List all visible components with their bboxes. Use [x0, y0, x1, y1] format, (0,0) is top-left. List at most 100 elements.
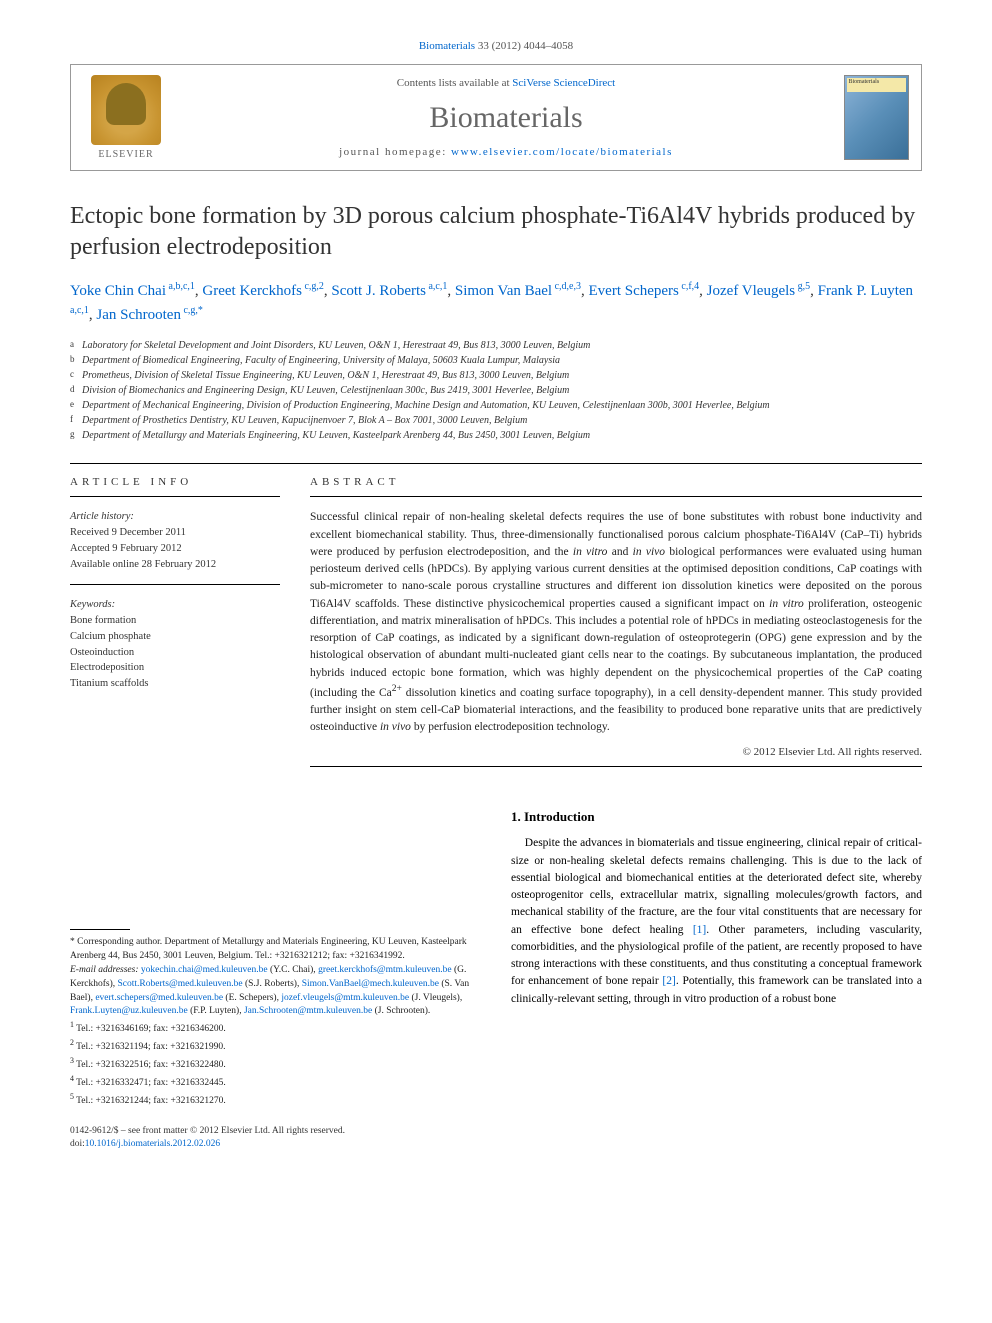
sciencedirect-link[interactable]: SciVerse ScienceDirect — [512, 77, 615, 89]
abstract-column: ABSTRACT Successful clinical repair of n… — [310, 476, 922, 779]
keyword: Bone formation — [70, 613, 280, 629]
email-link[interactable]: yokechin.chai@med.kuleuven.be — [141, 965, 268, 975]
author-affil-sup: c,g,* — [181, 305, 203, 316]
affiliation-sup: e — [70, 398, 78, 413]
author-affil-sup: g,5 — [795, 281, 810, 292]
top-citation: Biomaterials 33 (2012) 4044–4058 — [70, 40, 922, 52]
journal-cover-thumbnail[interactable]: Biomaterials — [844, 75, 909, 160]
affiliation-text: Division of Biomechanics and Engineering… — [82, 383, 569, 398]
keyword: Osteoinduction — [70, 645, 280, 661]
body-two-column: * Corresponding author. Department of Me… — [70, 809, 922, 1151]
introduction-text: Despite the advances in biomaterials and… — [511, 835, 922, 1008]
abstract-head: ABSTRACT — [310, 476, 922, 488]
article-info-column: ARTICLE INFO Article history: Received 9… — [70, 476, 280, 779]
divider — [70, 496, 280, 497]
affiliation-sup: d — [70, 383, 78, 398]
divider — [310, 766, 922, 767]
citation-rest: 33 (2012) 4044–4058 — [475, 40, 573, 52]
affiliation-text: Department of Metallurgy and Materials E… — [82, 428, 590, 443]
author-link[interactable]: Greet Kerckhofs — [202, 283, 302, 299]
tel-footnote: 1 Tel.: +3216346169; fax: +3216346200. — [70, 1019, 481, 1037]
keyword: Titanium scaffolds — [70, 676, 280, 692]
accepted-date: Accepted 9 February 2012 — [70, 541, 280, 557]
author-link[interactable]: Simon Van Bael — [455, 283, 552, 299]
homepage-line: journal homepage: www.elsevier.com/locat… — [191, 146, 821, 158]
email-link[interactable]: greet.kerckhofs@mtm.kuleuven.be — [318, 965, 452, 975]
contents-prefix: Contents lists available at — [397, 77, 512, 89]
author-affil-sup: c,f,4 — [679, 281, 699, 292]
affiliation-text: Department of Prosthetics Dentistry, KU … — [82, 413, 527, 428]
tel-footnote: 2 Tel.: +3216321194; fax: +3216321990. — [70, 1037, 481, 1055]
affiliation-row: bDepartment of Biomedical Engineering, F… — [70, 353, 922, 368]
homepage-prefix: journal homepage: — [339, 146, 451, 158]
divider — [310, 496, 922, 497]
affiliation-text: Prometheus, Division of Skeletal Tissue … — [82, 368, 569, 383]
email-link[interactable]: evert.schepers@med.kuleuven.be — [95, 993, 223, 1003]
abstract-copyright: © 2012 Elsevier Ltd. All rights reserved… — [310, 746, 922, 758]
affiliation-sup: g — [70, 428, 78, 443]
authors-list: Yoke Chin Chai a,b,c,1, Greet Kerckhofs … — [70, 279, 922, 326]
author-link[interactable]: Scott J. Roberts — [331, 283, 426, 299]
author-link[interactable]: Frank P. Luyten — [818, 283, 913, 299]
keyword: Calcium phosphate — [70, 629, 280, 645]
cover-label: Biomaterials — [849, 79, 880, 85]
abstract-text: Successful clinical repair of non-healin… — [310, 509, 922, 736]
ref-link[interactable]: [1] — [693, 924, 706, 936]
online-date: Available online 28 February 2012 — [70, 557, 280, 573]
author-affil-sup: c,d,e,3 — [552, 281, 581, 292]
affiliation-row: g Department of Metallurgy and Materials … — [70, 428, 922, 443]
email-link[interactable]: Jan.Schrooten@mtm.kuleuven.be — [244, 1006, 372, 1016]
history-label: Article history: — [70, 509, 280, 525]
author-link[interactable]: Yoke Chin Chai — [70, 283, 166, 299]
journal-header-box: ELSEVIER Contents lists available at Sci… — [70, 64, 922, 171]
author-affil-sup: a,b,c,1 — [166, 281, 195, 292]
affiliation-row: a Laboratory for Skeletal Development and… — [70, 338, 922, 353]
email-line: E-mail addresses: yokechin.chai@med.kule… — [70, 964, 481, 1019]
affiliation-row: cPrometheus, Division of Skeletal Tissue… — [70, 368, 922, 383]
affiliation-row: d Division of Biomechanics and Engineerin… — [70, 383, 922, 398]
author-link[interactable]: Evert Schepers — [589, 283, 679, 299]
homepage-link[interactable]: www.elsevier.com/locate/biomaterials — [451, 146, 673, 158]
affiliation-row: eDepartment of Mechanical Engineering, D… — [70, 398, 922, 413]
email-link[interactable]: jozef.vleugels@mtm.kuleuven.be — [281, 993, 409, 1003]
affiliation-text: Laboratory for Skeletal Development and … — [82, 338, 590, 353]
cover-cell: Biomaterials — [831, 65, 921, 170]
email-link[interactable]: Simon.VanBael@mech.kuleuven.be — [302, 979, 439, 989]
introduction-head: 1. Introduction — [511, 809, 922, 825]
email-link[interactable]: Scott.Roberts@med.kuleuven.be — [117, 979, 242, 989]
article-title: Ectopic bone formation by 3D porous calc… — [70, 201, 922, 263]
author-affil-sup: a,c,1 — [70, 305, 89, 316]
tel-footnote: 4 Tel.: +3216332471; fax: +3216332445. — [70, 1073, 481, 1091]
keywords-block: Keywords: Bone formationCalcium phosphat… — [70, 597, 280, 692]
ref-link[interactable]: [2] — [662, 975, 675, 987]
info-abstract-row: ARTICLE INFO Article history: Received 9… — [70, 476, 922, 779]
footnote-rule — [70, 929, 130, 930]
keyword: Electrodeposition — [70, 660, 280, 676]
divider — [70, 463, 922, 464]
author-link[interactable]: Jozef Vleugels — [707, 283, 795, 299]
footnotes: * Corresponding author. Department of Me… — [70, 936, 481, 1108]
publisher-logo-cell: ELSEVIER — [71, 65, 181, 170]
elsevier-tree-icon — [91, 75, 161, 145]
affiliation-text: Department of Biomedical Engineering, Fa… — [82, 353, 560, 368]
author-link[interactable]: Jan Schrooten — [96, 307, 181, 323]
keywords-label: Keywords: — [70, 597, 280, 613]
journal-name: Biomaterials — [191, 101, 821, 135]
corresponding-author: * Corresponding author. Department of Me… — [70, 936, 481, 964]
header-center: Contents lists available at SciVerse Sci… — [181, 65, 831, 170]
contents-line: Contents lists available at SciVerse Sci… — [191, 77, 821, 89]
article-history: Article history: Received 9 December 201… — [70, 509, 280, 572]
email-label: E-mail addresses: — [70, 965, 141, 975]
affiliation-sup: a — [70, 338, 78, 353]
article-info-head: ARTICLE INFO — [70, 476, 280, 488]
right-column: 1. Introduction Despite the advances in … — [511, 809, 922, 1151]
received-date: Received 9 December 2011 — [70, 525, 280, 541]
citation-journal-link[interactable]: Biomaterials — [419, 40, 475, 52]
bottom-meta: 0142-9612/$ – see front matter © 2012 El… — [70, 1125, 481, 1152]
left-column: * Corresponding author. Department of Me… — [70, 809, 481, 1151]
divider — [70, 584, 280, 585]
affiliation-row: fDepartment of Prosthetics Dentistry, KU… — [70, 413, 922, 428]
elsevier-logo[interactable]: ELSEVIER — [91, 75, 161, 160]
email-link[interactable]: Frank.Luyten@uz.kuleuven.be — [70, 1006, 188, 1016]
doi-link[interactable]: 10.1016/j.biomaterials.2012.02.026 — [85, 1139, 220, 1149]
